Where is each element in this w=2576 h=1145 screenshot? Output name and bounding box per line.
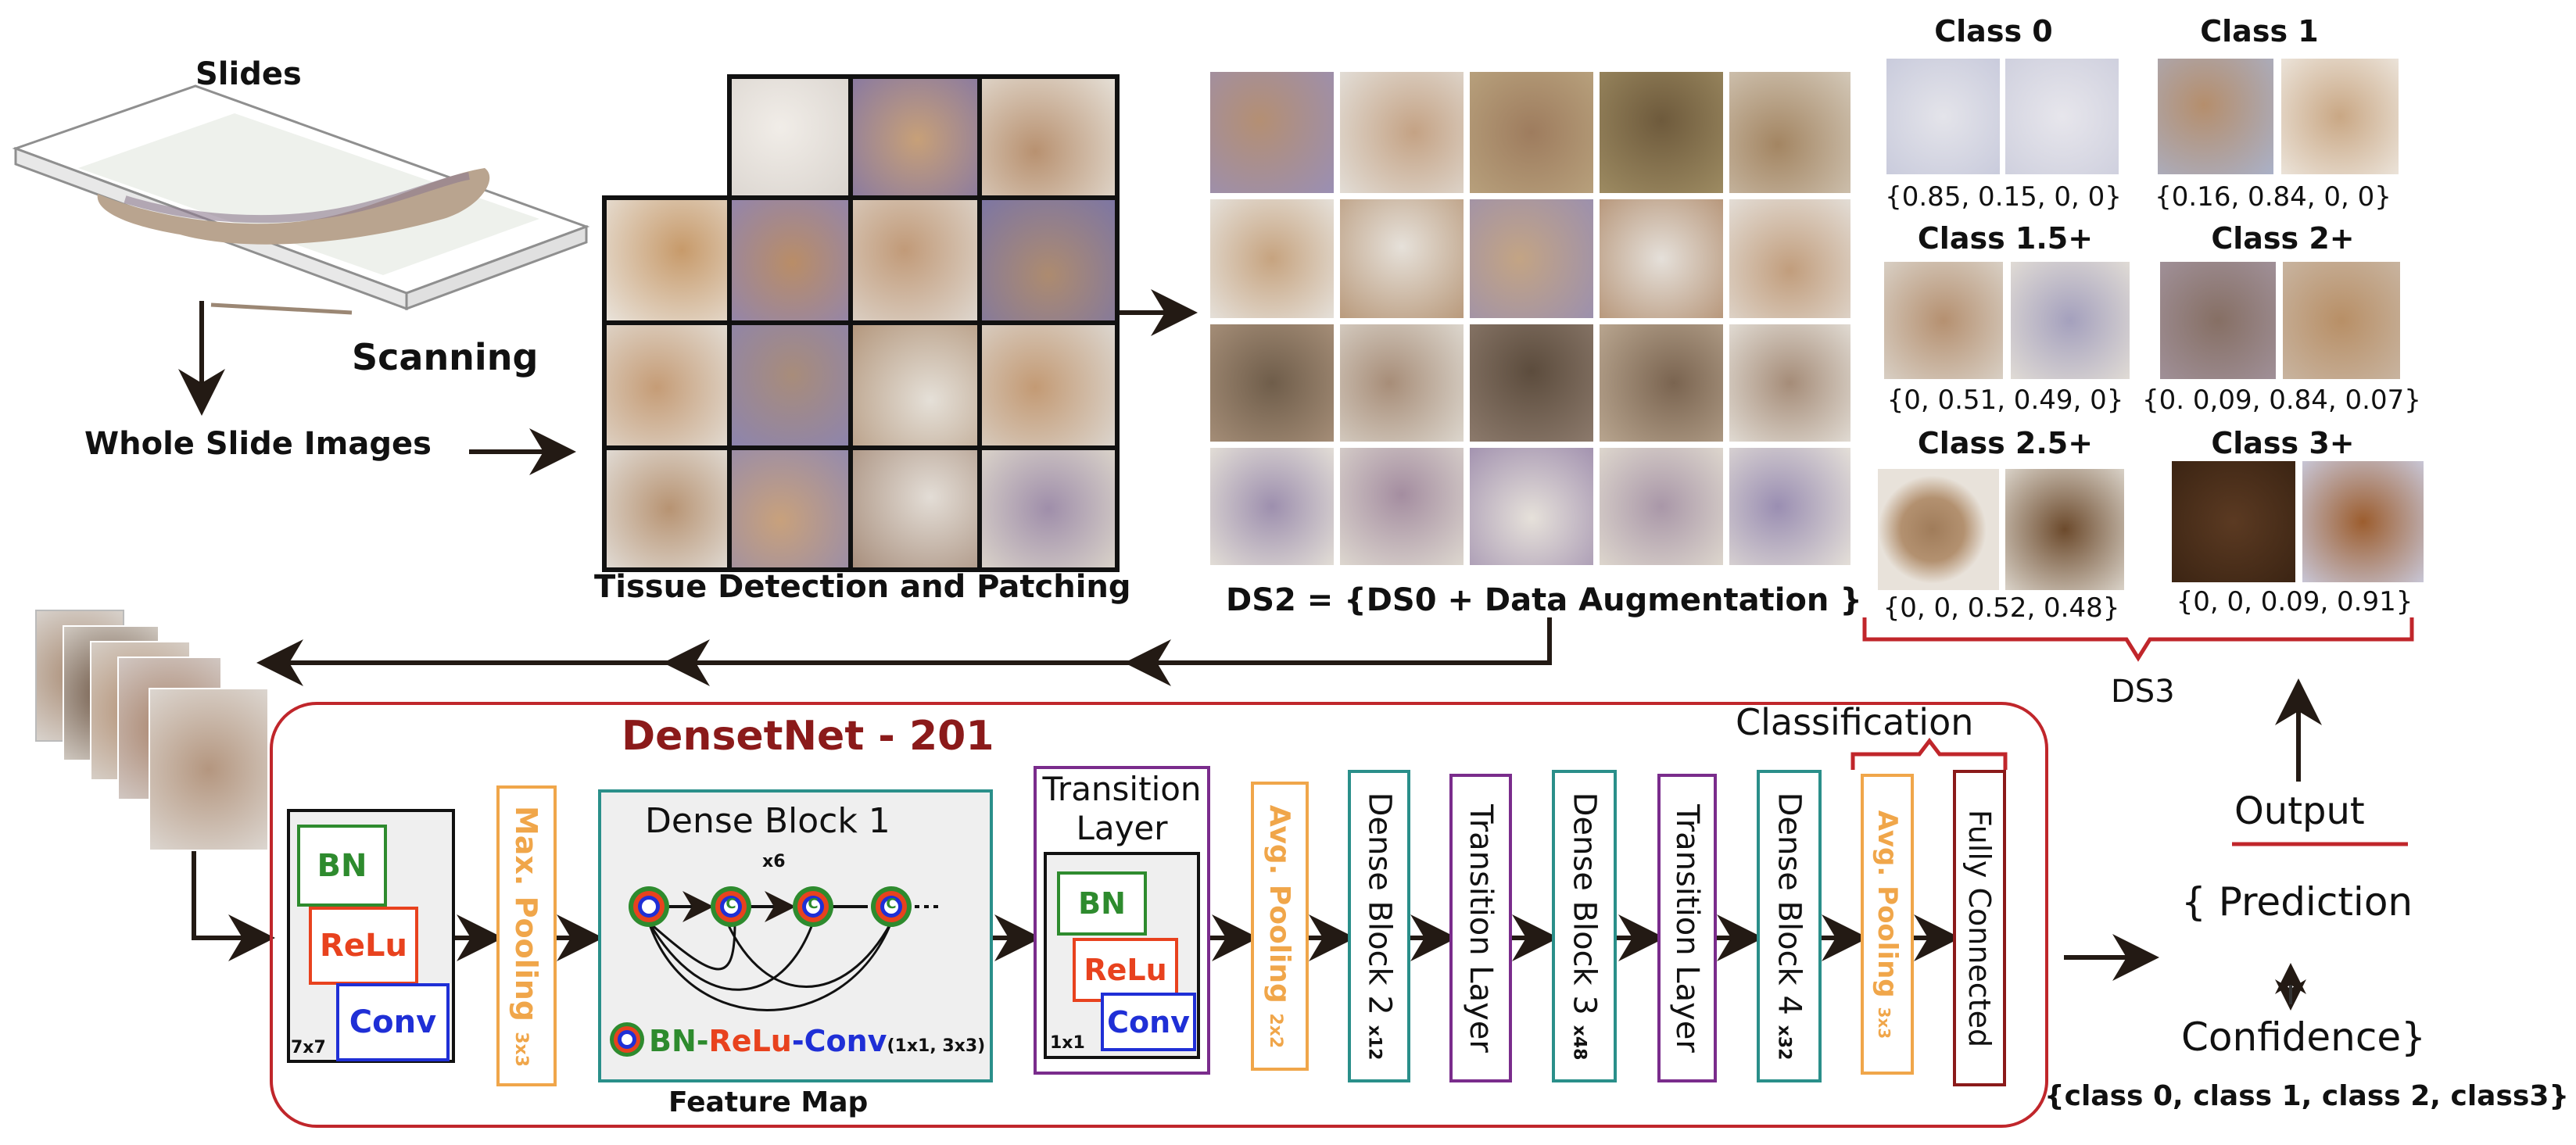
augmented-patch <box>1470 199 1593 318</box>
transition-layer-3: Transition Layer <box>1657 774 1717 1082</box>
bn-box: BN <box>297 825 387 907</box>
dense-block-3: Dense Block 3 x48 <box>1552 770 1617 1082</box>
dense-block-2: Dense Block 2 x12 <box>1348 770 1410 1082</box>
class-name: Class 1 <box>2200 14 2319 48</box>
class-patch <box>2302 461 2424 582</box>
max-pooling-layer: Max. Pooling 3x3 <box>496 785 557 1086</box>
dense-legend: BN-ReLu-Conv(1x1, 3x3) <box>649 1024 986 1058</box>
augmented-patch <box>1210 448 1334 565</box>
bn-box: BN <box>1057 871 1147 936</box>
class-probs: {0, 0, 0.52, 0.48} <box>1883 592 2120 624</box>
class-patch <box>2172 461 2295 582</box>
class-patch <box>2011 262 2130 379</box>
augmented-patch <box>1729 72 1850 193</box>
dense-block-1-mult: x6 <box>762 852 786 871</box>
augmented-patch <box>1340 72 1464 193</box>
ds3-brace <box>1862 617 2414 662</box>
class-name: Class 1.5+ <box>1917 221 2094 256</box>
node-label: C <box>808 896 819 912</box>
class-probs: {0, 0, 0.09, 0.91} <box>2176 586 2413 617</box>
conv-box: Conv <box>336 983 450 1061</box>
augmented-patch <box>1600 324 1723 442</box>
class-patch <box>2281 59 2399 174</box>
dense-node-icon <box>610 886 912 1057</box>
relu-box: ReLu <box>1073 938 1178 1002</box>
output-classes: {class 0, class 1, class 2, class3} <box>2044 1080 2569 1112</box>
augmented-patch <box>1600 72 1723 193</box>
avg-pooling-layer: Avg. Pooling 2x2 <box>1251 782 1309 1071</box>
patch-tile <box>848 445 987 572</box>
avg-pooling-layer-2: Avg. Pooling 3x3 <box>1861 774 1914 1075</box>
class-patch <box>2160 262 2276 379</box>
augmented-patch <box>1470 72 1593 193</box>
class-probs: {0.16, 0.84, 0, 0} <box>2155 181 2391 213</box>
arrow-input-to-net <box>192 848 275 961</box>
class-patch <box>1878 469 1999 590</box>
dense-block-1-title: Dense Block 1 <box>645 801 890 841</box>
patch-tile <box>977 445 1120 572</box>
prediction-label: { Prediction <box>2181 879 2413 925</box>
augmented-patch <box>1340 199 1464 318</box>
network-title: DensetNet - 201 <box>622 713 994 760</box>
slides-label: Slides <box>195 56 302 92</box>
class-probs: {0.85, 0.15, 0, 0} <box>1885 181 2122 213</box>
transition-title-1: Transition <box>1042 770 1202 808</box>
class-patch <box>1886 59 2000 174</box>
class-name: Class 0 <box>1934 14 2053 48</box>
class-patch <box>2005 469 2124 590</box>
feature-map-label: Feature Map <box>668 1086 869 1118</box>
fully-connected-layer: Fully Connected <box>1953 770 2006 1086</box>
augmented-patch <box>1729 324 1850 442</box>
output-title: Output <box>2234 789 2365 833</box>
wsi-label: Whole Slide Images <box>84 426 432 462</box>
node-label: C <box>726 896 736 912</box>
kernel-size: 1x1 <box>1050 1033 1085 1053</box>
network-container <box>270 702 2048 1128</box>
classification-label: Classification <box>1736 701 1974 743</box>
augmented-patch <box>1210 324 1334 442</box>
augmented-patch <box>1340 324 1464 442</box>
transition-title-2: Layer <box>1076 809 1168 847</box>
node-label: C <box>886 896 897 912</box>
class-name: Class 2+ <box>2211 221 2355 256</box>
augmented-patch <box>1729 448 1850 565</box>
kernel-size: 7x7 <box>291 1038 326 1057</box>
class-patch <box>1884 262 2003 379</box>
class-patch <box>2283 262 2400 379</box>
augmented-patch <box>1470 324 1593 442</box>
augmented-patch <box>1210 72 1334 193</box>
augmented-patch <box>1210 199 1334 318</box>
class-probs: {0. 0,09, 0.84, 0.07} <box>2142 385 2421 416</box>
classification-brace <box>1850 737 2008 770</box>
ds2-label: DS2 = {DS0 + Data Augmentation } <box>1226 582 1862 618</box>
augmented-patch <box>1600 199 1723 318</box>
patch-tile <box>977 195 1120 330</box>
class-name: Class 3+ <box>2211 426 2355 460</box>
class-patch <box>2005 59 2119 174</box>
conv-box: Conv <box>1101 993 1196 1051</box>
class-probs: {0, 0.51, 0.49, 0} <box>1886 385 2124 416</box>
augmented-patch <box>1600 448 1723 565</box>
tissue-label: Tissue Detection and Patching <box>594 569 1131 605</box>
transition-layer-2: Transition Layer <box>1449 774 1512 1082</box>
dense-block-4: Dense Block 4 x32 <box>1757 770 1822 1082</box>
augmented-patch <box>1340 448 1464 565</box>
class-patch <box>2158 59 2273 174</box>
ds3-label: DS3 <box>2111 674 2175 710</box>
augmented-patch <box>1729 199 1850 318</box>
augmented-patch <box>1470 448 1593 565</box>
scanning-label: Scanning <box>352 336 539 378</box>
confidence-label: Confidence} <box>2181 1014 2426 1060</box>
relu-box: ReLu <box>309 907 418 985</box>
class-name: Class 2.5+ <box>1917 426 2094 460</box>
